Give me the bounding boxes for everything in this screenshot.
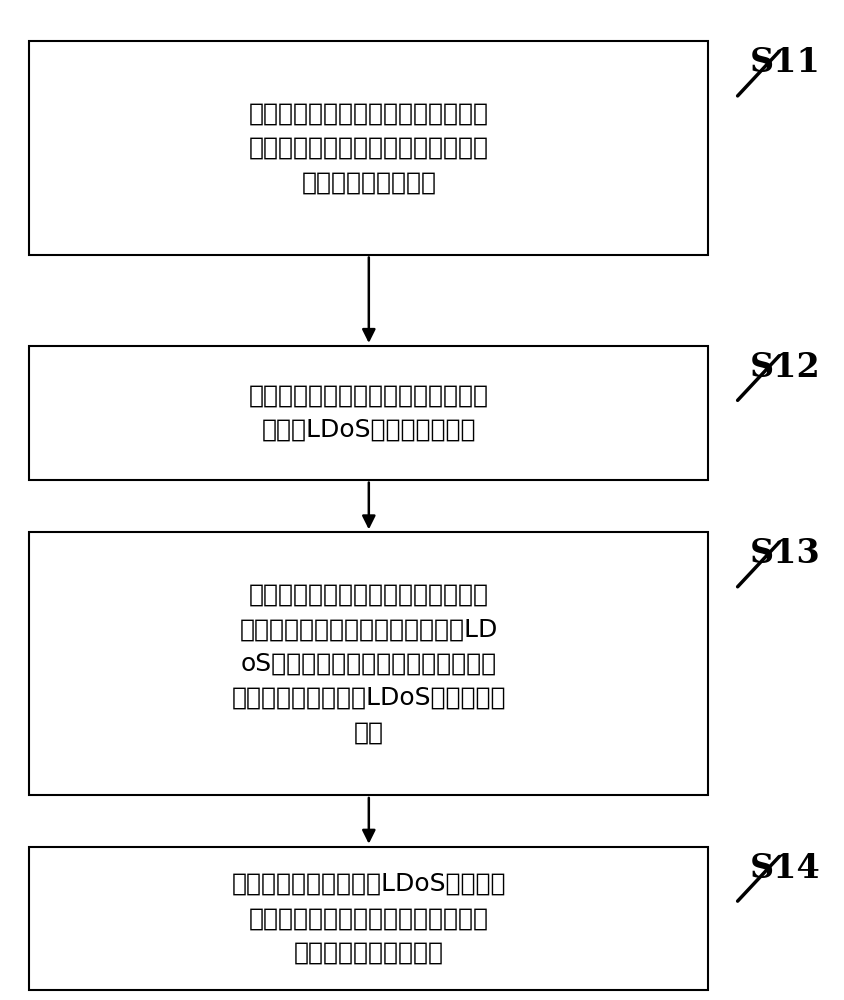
Bar <box>30 41 708 255</box>
Bar <box>30 346 708 480</box>
Text: S11: S11 <box>750 46 821 79</box>
Text: 根据条件随机场算法，建立带有未知
参数的LDoS攻击的分类模型: 根据条件随机场算法，建立带有未知 参数的LDoS攻击的分类模型 <box>249 384 489 442</box>
Text: 根据获取的流量脉冲特征数据和与流
量脉冲特征对应的网络状态，计算LD
oS攻击的分类模型中的未知参数，以
得到符合检测要求的LDoS攻击的分类
模型: 根据获取的流量脉冲特征数据和与流 量脉冲特征对应的网络状态，计算LD oS攻击的… <box>231 583 506 745</box>
Bar <box>30 847 708 990</box>
Text: S12: S12 <box>750 351 821 384</box>
Text: 根据计算出未知参数的LDoS攻击的分
类模型，判断实时采集的流量脉冲特
征数据对应的网络状态: 根据计算出未知参数的LDoS攻击的分 类模型，判断实时采集的流量脉冲特 征数据对… <box>231 872 506 965</box>
Text: S13: S13 <box>750 537 821 570</box>
Bar <box>30 532 708 795</box>
Text: 从互联网自治域的历史流量数据中，
获取流量脉冲特征的数据和流量脉冲
特征对应的网络状态: 从互联网自治域的历史流量数据中， 获取流量脉冲特征的数据和流量脉冲 特征对应的网… <box>249 102 489 194</box>
Text: S14: S14 <box>750 852 821 885</box>
